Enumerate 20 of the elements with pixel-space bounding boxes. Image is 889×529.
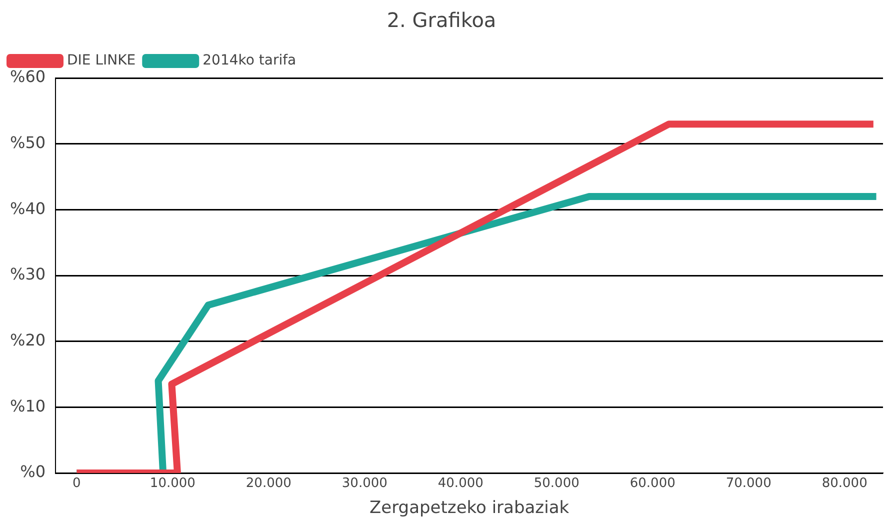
x-tick-label: 60.000	[630, 476, 676, 492]
y-tick-label: %60	[10, 67, 46, 86]
legend-label: DIE LINKE	[67, 52, 136, 69]
x-tick-label: 30.000	[342, 476, 388, 492]
x-tick-label: 70.000	[726, 476, 772, 492]
y-tick-label: %30	[10, 264, 46, 284]
y-tick-label: %0	[20, 462, 46, 482]
legend-label: 2014ko tarifa	[202, 52, 296, 69]
x-tick-label: 80.000	[822, 476, 868, 492]
x-tick-label: 10.000	[150, 476, 196, 492]
x-tick-label: 50.000	[534, 476, 580, 492]
chart-title: 2. Grafikoa	[386, 8, 496, 32]
y-tick-label: %50	[10, 132, 46, 152]
x-tick-label: 40.000	[438, 476, 484, 492]
y-tick-label: %40	[10, 198, 46, 218]
y-tick-label: %20	[10, 330, 46, 350]
x-tick-label: 0	[72, 476, 81, 492]
x-tick-label: 20.000	[246, 476, 292, 492]
x-axis-title: Zergapetzeko irabaziak	[369, 498, 570, 518]
y-tick-label: %10	[10, 396, 46, 416]
